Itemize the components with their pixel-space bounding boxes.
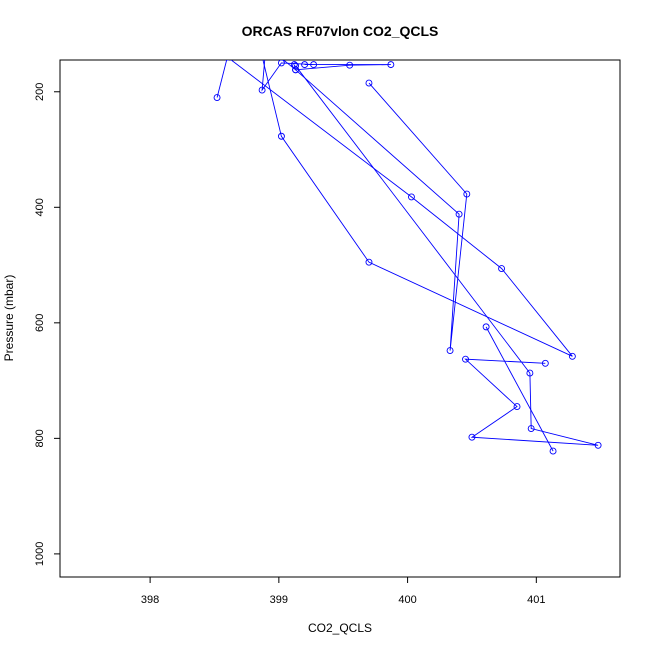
data-point xyxy=(549,447,557,455)
data-point xyxy=(258,86,266,94)
x-axis-label: CO2_QCLS xyxy=(308,621,372,635)
series-2 xyxy=(258,43,395,94)
data-point xyxy=(213,94,221,101)
data-point xyxy=(387,61,395,69)
data-point xyxy=(527,425,535,432)
data-point xyxy=(225,60,230,61)
data-point xyxy=(407,193,415,201)
series-line xyxy=(230,60,573,357)
x-tick-label: 400 xyxy=(398,594,416,606)
data-point xyxy=(498,265,506,272)
y-tick-label: 200 xyxy=(34,83,46,101)
series-line xyxy=(485,326,554,452)
series-3 xyxy=(225,43,576,360)
data-point xyxy=(526,369,534,377)
series-line xyxy=(282,60,468,351)
y-tick-label: 600 xyxy=(34,314,46,332)
data-point xyxy=(365,79,373,87)
x-tick-label: 401 xyxy=(527,594,545,606)
data-point xyxy=(263,43,269,49)
data-point xyxy=(541,359,549,367)
data-point xyxy=(513,403,521,411)
data-point xyxy=(365,258,373,266)
x-tick-label: 398 xyxy=(141,594,159,606)
x-axis: 398 399 400 401 xyxy=(141,577,546,606)
series-line xyxy=(295,65,599,446)
data-point xyxy=(346,61,354,69)
series-line xyxy=(216,60,228,98)
data-point xyxy=(594,441,602,449)
y-axis: 200 400 600 800 1000 xyxy=(34,83,60,566)
y-tick-label: 800 xyxy=(34,429,46,447)
data-point xyxy=(290,61,298,69)
data-point xyxy=(468,433,476,441)
series-4 xyxy=(263,43,471,355)
data-point xyxy=(301,61,309,69)
series-line xyxy=(261,60,391,92)
data-point xyxy=(462,355,469,363)
plot-frame xyxy=(59,59,621,578)
data-point xyxy=(277,60,285,67)
data-point xyxy=(199,31,205,37)
series-6 xyxy=(482,323,557,455)
data-point xyxy=(263,43,269,49)
data-point xyxy=(257,43,263,49)
data-point xyxy=(455,210,463,218)
data-point xyxy=(310,61,318,69)
data-point xyxy=(446,347,454,355)
x-tick-label: 399 xyxy=(270,594,288,606)
data-point xyxy=(277,132,285,140)
series-1 xyxy=(199,31,230,101)
data-point xyxy=(482,323,490,331)
series-5 xyxy=(292,62,602,449)
data-point xyxy=(463,190,471,198)
series-layer xyxy=(199,31,602,455)
data-point xyxy=(292,62,300,70)
data-point xyxy=(225,60,230,61)
chart-title: ORCAS RF07vlon CO2_QCLS xyxy=(242,23,439,39)
data-point xyxy=(568,352,576,360)
y-axis-label: Pressure (mbar) xyxy=(2,275,16,362)
y-tick-label: 400 xyxy=(34,198,46,216)
y-tick-label: 1000 xyxy=(34,542,46,566)
